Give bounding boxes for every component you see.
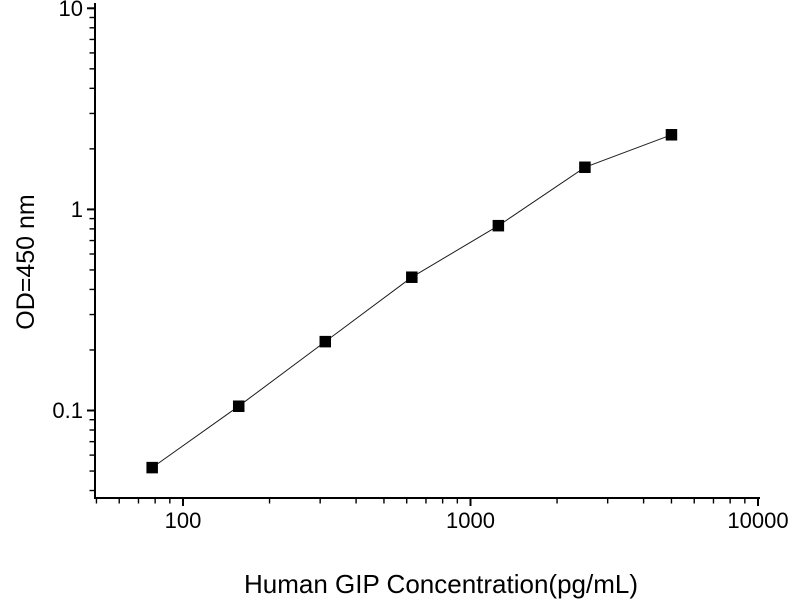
x-axis-title: Human GIP Concentration(pg/mL) <box>244 569 638 599</box>
data-point-marker <box>492 219 505 232</box>
x-tick-label: 100 <box>165 508 202 533</box>
data-point-marker <box>146 461 158 474</box>
data-point-marker <box>406 271 418 283</box>
series-line <box>151 134 672 469</box>
data-point-marker <box>319 335 332 348</box>
data-point-marker <box>232 400 245 412</box>
y-tick-label: 10 <box>59 0 83 21</box>
x-tick-label: 10000 <box>727 508 788 533</box>
data-point-marker <box>665 129 678 141</box>
y-tick-label: 0.1 <box>52 398 83 423</box>
data-point-marker <box>579 161 591 174</box>
y-axis-title: OD=450 nm <box>12 194 40 330</box>
y-tick-label: 1 <box>71 197 83 222</box>
x-tick-label: 1000 <box>446 508 495 533</box>
